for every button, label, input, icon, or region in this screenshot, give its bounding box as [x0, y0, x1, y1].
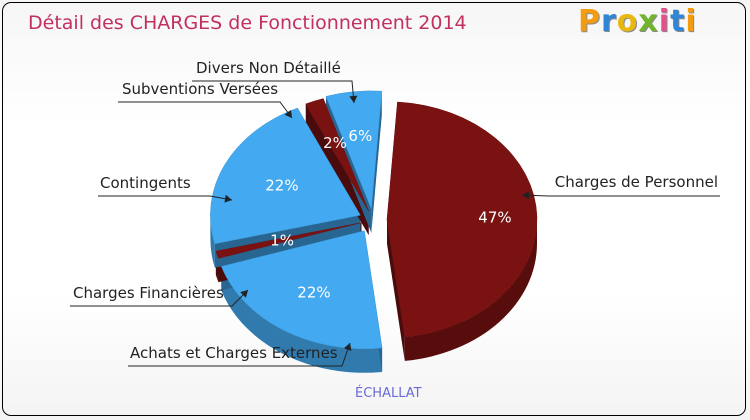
slice-category-label: Subventions Versées	[122, 80, 278, 98]
slice-labels: Charges de Personnel Achats et Charges Ex…	[70, 59, 720, 367]
pie-slice-subventions-vers-es[interactable]	[305, 98, 369, 212]
slice-category-label: Divers Non Détaillé	[196, 59, 341, 77]
pie-slice-charges-de-personnel[interactable]	[386, 101, 538, 338]
leader-arrow	[349, 95, 358, 103]
leader-arrow	[284, 110, 292, 118]
pie-slice-contingents[interactable]	[210, 107, 361, 244]
slice-percent-label: 1%	[270, 231, 294, 249]
slice-percent-label: 6%	[348, 127, 372, 145]
slice-cut-face	[214, 215, 361, 268]
slice-category-label: Achats et Charges Externes	[130, 344, 338, 362]
pie-tops	[210, 90, 538, 349]
commune-name: ÉCHALLAT	[355, 386, 422, 401]
leader-arrow	[343, 343, 352, 351]
leader-line	[98, 195, 233, 201]
pie-slice-divers-non-d-taill[interactable]	[325, 90, 383, 209]
leader-line	[70, 289, 249, 307]
leader-line	[128, 342, 351, 367]
chart-title: Détail des CHARGES de Fonctionnement 201…	[28, 12, 467, 34]
pie-slice-charges-financi-res[interactable]	[215, 222, 362, 259]
slice-category-label: Charges Financières	[73, 284, 224, 302]
slice-cut-face	[371, 91, 382, 233]
slice-side-wall	[221, 266, 383, 373]
slice-cut-face	[386, 219, 405, 361]
slice-percent-label: 22%	[265, 177, 298, 195]
leader-arrow	[224, 194, 232, 203]
brand-logo[interactable]: Proxiti	[578, 4, 697, 39]
slice-percent-label: 47%	[478, 209, 511, 227]
leader-arrow	[522, 191, 530, 200]
pie-slice-achats-et-charges-externes[interactable]	[221, 230, 383, 349]
leader-arrow	[240, 290, 248, 298]
slice-category-label: Contingents	[100, 174, 191, 192]
leader-line	[521, 194, 720, 197]
slice-percent-label: 22%	[297, 283, 330, 301]
slice-side-wall	[404, 219, 537, 361]
slice-percent-label: 2%	[323, 134, 347, 152]
leader-line	[118, 101, 293, 119]
slice-category-label: Charges de Personnel	[555, 173, 718, 191]
slice-side-wall	[210, 215, 215, 268]
leader-line	[192, 80, 355, 104]
